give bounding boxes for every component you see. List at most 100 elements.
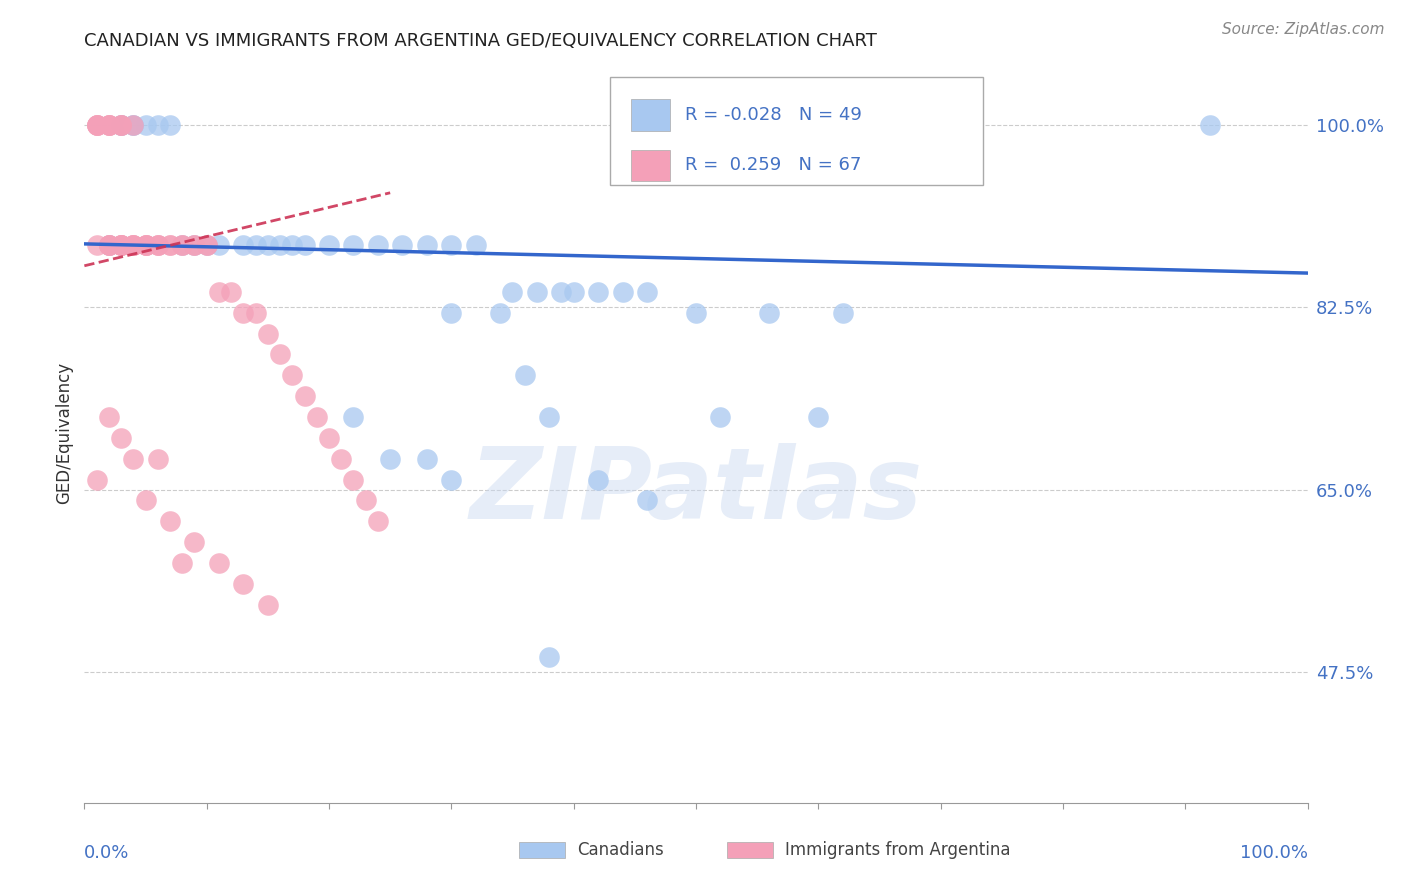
Point <box>159 238 181 252</box>
Point <box>122 238 145 252</box>
Point <box>416 238 439 252</box>
Text: R = -0.028   N = 49: R = -0.028 N = 49 <box>685 106 862 124</box>
Point <box>416 451 439 466</box>
Point <box>257 326 280 341</box>
Point <box>257 238 280 252</box>
Point <box>318 431 340 445</box>
Point <box>685 306 707 320</box>
Point <box>135 238 157 252</box>
Point <box>318 238 340 252</box>
Point <box>122 238 145 252</box>
Text: 100.0%: 100.0% <box>1240 844 1308 862</box>
Point <box>110 118 132 132</box>
Point <box>367 514 389 528</box>
Point <box>172 238 194 252</box>
Point <box>110 238 132 252</box>
Point <box>281 368 304 383</box>
Point <box>146 451 169 466</box>
Point <box>97 409 120 424</box>
Point <box>122 118 145 132</box>
Point <box>538 409 561 424</box>
Point <box>440 473 463 487</box>
Point <box>281 238 304 252</box>
Point <box>440 238 463 252</box>
Point <box>440 306 463 320</box>
Point <box>232 577 254 591</box>
Point <box>86 118 108 132</box>
Point <box>257 598 280 612</box>
Point <box>232 238 254 252</box>
Text: ZIPatlas: ZIPatlas <box>470 443 922 541</box>
Point <box>502 285 524 299</box>
Point <box>146 238 169 252</box>
Point <box>146 238 169 252</box>
Point <box>135 238 157 252</box>
Point <box>550 285 572 299</box>
Point <box>97 238 120 252</box>
Point <box>380 451 402 466</box>
Bar <box>631 150 671 181</box>
Point <box>110 238 132 252</box>
Point <box>135 493 157 508</box>
Point <box>464 238 486 252</box>
Point <box>562 285 585 299</box>
Point <box>354 493 377 508</box>
Point <box>86 238 108 252</box>
Point <box>294 389 316 403</box>
Point <box>612 285 634 299</box>
Point <box>183 238 205 252</box>
Bar <box>631 99 671 130</box>
Point <box>110 238 132 252</box>
Point <box>122 238 145 252</box>
Point <box>146 238 169 252</box>
Point <box>159 238 181 252</box>
Point <box>135 118 157 132</box>
Point <box>538 649 561 664</box>
Point <box>294 238 316 252</box>
Text: Canadians: Canadians <box>578 841 664 859</box>
Point <box>159 514 181 528</box>
Point <box>245 238 267 252</box>
Point <box>110 238 132 252</box>
Point <box>342 238 364 252</box>
Point <box>135 238 157 252</box>
Point <box>489 306 512 320</box>
Point <box>269 347 291 361</box>
Point <box>269 238 291 252</box>
Point <box>110 238 132 252</box>
Point <box>97 118 120 132</box>
Point <box>172 238 194 252</box>
Point <box>110 431 132 445</box>
Point <box>367 238 389 252</box>
Point <box>586 285 609 299</box>
Point <box>709 409 731 424</box>
Point <box>183 238 205 252</box>
Point <box>97 118 120 132</box>
Point <box>97 238 120 252</box>
Point <box>97 238 120 252</box>
Point <box>97 238 120 252</box>
Point <box>758 306 780 320</box>
Point <box>1198 118 1220 132</box>
Point <box>110 118 132 132</box>
Text: Immigrants from Argentina: Immigrants from Argentina <box>786 841 1011 859</box>
Point <box>135 238 157 252</box>
Point <box>636 493 658 508</box>
Point <box>122 451 145 466</box>
Point <box>195 238 218 252</box>
Point <box>97 118 120 132</box>
Point <box>219 285 242 299</box>
Point <box>208 238 231 252</box>
Bar <box>727 842 773 858</box>
Point <box>183 238 205 252</box>
Point <box>636 285 658 299</box>
Point <box>122 118 145 132</box>
Point <box>86 118 108 132</box>
Point <box>342 473 364 487</box>
Point <box>97 238 120 252</box>
Text: CANADIAN VS IMMIGRANTS FROM ARGENTINA GED/EQUIVALENCY CORRELATION CHART: CANADIAN VS IMMIGRANTS FROM ARGENTINA GE… <box>84 32 877 50</box>
Point <box>208 556 231 570</box>
Point <box>172 238 194 252</box>
Point <box>208 285 231 299</box>
FancyBboxPatch shape <box>610 78 983 185</box>
